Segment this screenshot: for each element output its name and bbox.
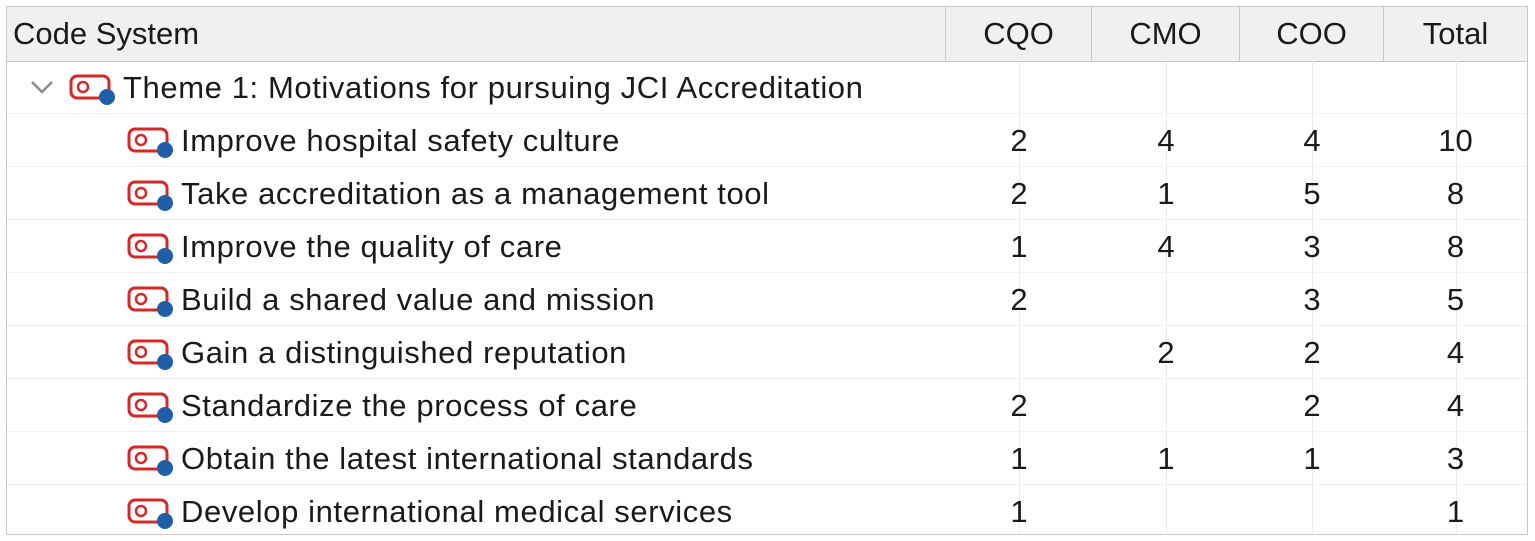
grid-line (1456, 61, 1457, 534)
code-tag-icon (69, 74, 115, 105)
cell-coo[interactable]: 4 (1303, 123, 1321, 158)
code-label: Standardize the process of care (181, 388, 638, 423)
cell-cqo[interactable]: 1 (1010, 229, 1028, 264)
column-header-coo[interactable]: COO (1240, 7, 1384, 61)
grid-line (1312, 61, 1313, 534)
code-label: Improve hospital safety culture (181, 123, 621, 158)
code-row[interactable]: Improve hospital safety culture 2 4 4 10 (7, 114, 1527, 167)
row-divider (7, 113, 1527, 114)
cell-total[interactable]: 3 (1446, 441, 1465, 476)
cell-coo[interactable]: 2 (1303, 335, 1321, 370)
row-divider (7, 431, 1527, 432)
cell-cqo[interactable]: 1 (1010, 441, 1028, 476)
cell-total[interactable]: 4 (1446, 335, 1465, 370)
theme-label: Theme 1: Motivations for pursuing JCI Ac… (123, 70, 864, 105)
code-label: Gain a distinguished reputation (181, 335, 628, 370)
cell-cqo[interactable]: 2 (1010, 282, 1028, 317)
cell-coo[interactable]: 2 (1303, 388, 1321, 423)
cell-cmo[interactable]: 4 (1157, 123, 1175, 158)
code-label: Build a shared value and mission (181, 282, 656, 317)
cell-cmo[interactable] (1092, 379, 1240, 432)
code-row[interactable]: Obtain the latest international standard… (7, 432, 1527, 485)
column-header-cmo[interactable]: CMO (1092, 7, 1240, 61)
cell-cqo[interactable]: 2 (1010, 123, 1028, 158)
code-row[interactable]: Take accreditation as a management tool 2… (7, 167, 1527, 220)
theme-row[interactable]: Theme 1: Motivations for pursuing JCI Ac… (7, 61, 1527, 114)
cell-cqo[interactable]: 1 (1010, 494, 1028, 529)
code-tag-icon (127, 233, 173, 264)
cell-total[interactable]: 10 (1438, 123, 1473, 158)
cell-cmo[interactable] (1092, 273, 1240, 326)
column-header-total[interactable]: Total (1422, 16, 1489, 51)
code-label: Improve the quality of care (181, 229, 563, 264)
cell-coo[interactable]: 3 (1303, 282, 1321, 317)
table-header: Code System CQO CMO COO Total (7, 7, 1527, 62)
code-row[interactable]: Build a shared value and mission 2 3 5 (7, 273, 1527, 326)
cell-total[interactable]: 5 (1446, 282, 1465, 317)
code-row[interactable]: Improve the quality of care 1 4 3 8 (7, 220, 1527, 273)
cell-coo[interactable]: 5 (1303, 176, 1321, 211)
cell-total[interactable]: 8 (1446, 176, 1465, 211)
cell-cmo[interactable]: 1 (1157, 176, 1175, 211)
chevron-down-icon[interactable] (27, 75, 57, 99)
column-header-code-system[interactable]: Code System (7, 7, 946, 61)
row-divider (7, 325, 1527, 326)
cell-cmo[interactable]: 1 (1157, 441, 1175, 476)
code-tag-icon (127, 180, 173, 211)
row-divider (7, 484, 1527, 485)
cell-cmo[interactable] (1092, 485, 1240, 534)
row-divider (7, 219, 1527, 220)
code-tag-icon (127, 445, 173, 476)
code-matrix-table: Code System CQO CMO COO Total Theme 1: M… (6, 6, 1528, 535)
row-divider (7, 166, 1527, 167)
code-tag-icon (127, 286, 173, 317)
cell-total[interactable]: 8 (1446, 229, 1465, 264)
row-divider (7, 272, 1527, 273)
cell-cqo[interactable]: 2 (1010, 176, 1028, 211)
cell-cmo[interactable]: 2 (1157, 335, 1175, 370)
code-row[interactable]: Develop international medical services 1 1 (7, 485, 1527, 534)
code-tag-icon (127, 392, 173, 423)
row-divider (7, 378, 1527, 379)
code-row[interactable]: Gain a distinguished reputation 2 2 4 (7, 326, 1527, 379)
code-label: Take accreditation as a management tool (181, 176, 770, 211)
cell-coo[interactable]: 3 (1303, 229, 1321, 264)
cell-coo[interactable]: 1 (1303, 441, 1321, 476)
cell-coo[interactable] (1240, 485, 1384, 534)
code-tag-icon (127, 339, 173, 370)
cell-cmo[interactable]: 4 (1157, 229, 1175, 264)
code-row[interactable]: Standardize the process of care 2 2 4 (7, 379, 1527, 432)
cell-total[interactable]: 1 (1446, 494, 1465, 529)
cell-cqo[interactable]: 2 (1010, 388, 1028, 423)
cell-total[interactable]: 4 (1446, 388, 1465, 423)
column-header-cqo[interactable]: CQO (946, 7, 1092, 61)
code-label: Obtain the latest international standard… (181, 441, 754, 476)
code-tag-icon (127, 498, 173, 529)
grid-line (1019, 61, 1020, 534)
grid-line (1166, 61, 1167, 534)
cell-cqo[interactable] (946, 326, 1092, 379)
code-label: Develop international medical services (181, 494, 733, 529)
code-tag-icon (127, 127, 173, 158)
